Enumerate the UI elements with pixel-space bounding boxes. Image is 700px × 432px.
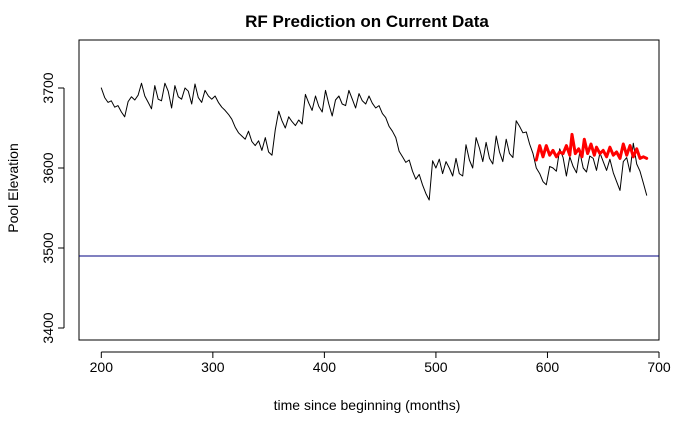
y-tick-label: 3700 [40, 72, 56, 103]
series-line-prediction [534, 132, 649, 162]
chart-title: RF Prediction on Current Data [245, 12, 489, 31]
y-tick-label: 3500 [40, 232, 56, 263]
x-tick-label: 500 [424, 359, 448, 375]
x-tick-label: 200 [90, 359, 114, 375]
y-tick-label: 3400 [40, 312, 56, 343]
x-axis-label: time since beginning (months) [274, 397, 461, 413]
y-axis-label: Pool Elevation [5, 143, 21, 233]
x-tick-label: 400 [313, 359, 337, 375]
x-tick-label: 700 [647, 359, 671, 375]
series-line-observed [100, 82, 648, 201]
x-axis: 200 300 400 500 600 700 [90, 351, 671, 375]
series-layer [100, 82, 649, 201]
y-tick-label: 3600 [40, 152, 56, 183]
plot-frame [78, 39, 660, 341]
x-tick-label: 300 [201, 359, 225, 375]
y-axis: 3400 3500 3600 3700 [40, 72, 65, 344]
x-tick-label: 600 [536, 359, 560, 375]
